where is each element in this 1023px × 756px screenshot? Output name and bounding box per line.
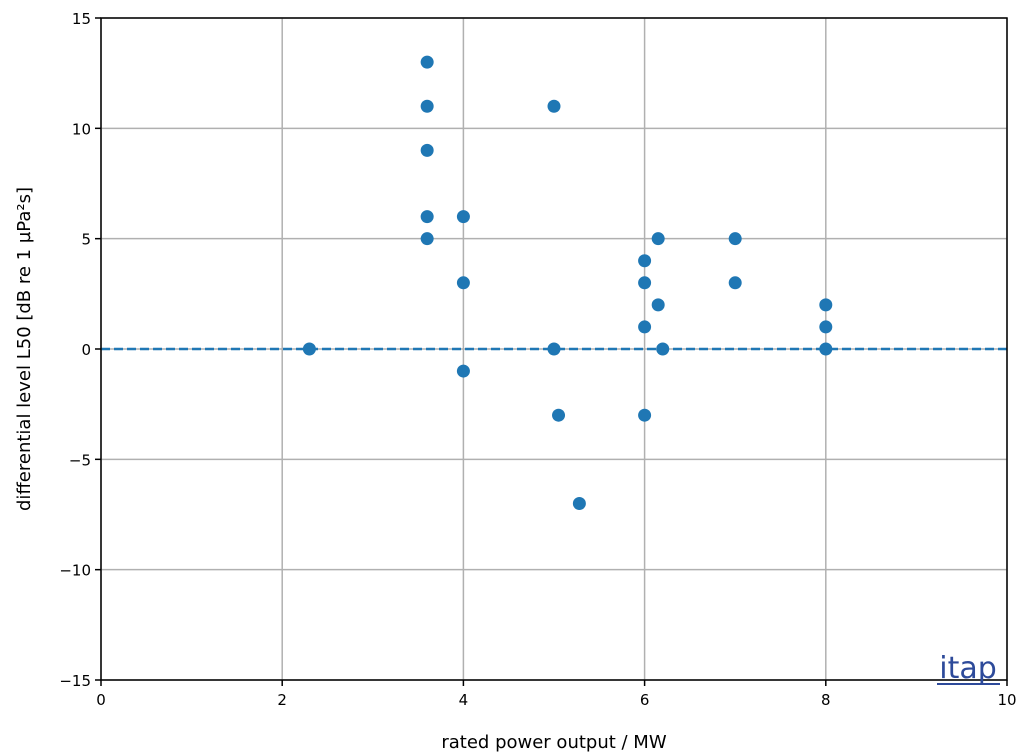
data-point (420, 143, 434, 157)
x-axis-ticks: 0 2 4 6 8 10 (96, 680, 1017, 709)
data-point (572, 496, 586, 510)
data-points (302, 55, 833, 510)
y-tick-label: 5 (81, 231, 91, 249)
data-point (420, 55, 434, 69)
data-point (420, 232, 434, 246)
y-tick-label: −10 (59, 562, 91, 580)
data-point (728, 276, 742, 290)
data-point (728, 232, 742, 246)
data-point (456, 210, 470, 224)
x-axis-label: rated power output / MW (441, 732, 666, 753)
data-point (819, 298, 833, 312)
x-tick-label: 6 (640, 691, 650, 709)
data-point (638, 408, 652, 422)
data-point (651, 232, 665, 246)
data-point (638, 276, 652, 290)
x-tick-label: 2 (277, 691, 287, 709)
data-point (552, 408, 566, 422)
y-axis-label: differential level L50 [dB re 1 µPa²s] (14, 187, 35, 511)
y-tick-label: 15 (72, 10, 91, 28)
data-point (638, 254, 652, 268)
x-tick-label: 4 (459, 691, 469, 709)
x-tick-label: 10 (997, 691, 1016, 709)
data-point (302, 342, 316, 356)
y-axis-ticks: −15 −10 −5 0 5 10 15 (59, 10, 101, 690)
data-point (456, 364, 470, 378)
x-tick-label: 8 (821, 691, 831, 709)
y-tick-label: −15 (59, 672, 91, 690)
data-point (456, 276, 470, 290)
data-point (638, 320, 652, 334)
data-point (420, 210, 434, 224)
data-point (819, 342, 833, 356)
data-point (420, 99, 434, 113)
itap-watermark: itap (939, 651, 997, 686)
y-tick-label: 0 (81, 341, 91, 359)
data-point (819, 320, 833, 334)
y-tick-label: 10 (72, 120, 91, 138)
x-tick-label: 0 (96, 691, 106, 709)
data-point (651, 298, 665, 312)
data-point (656, 342, 670, 356)
data-point (547, 99, 561, 113)
data-point (547, 342, 561, 356)
y-tick-label: −5 (69, 451, 91, 469)
